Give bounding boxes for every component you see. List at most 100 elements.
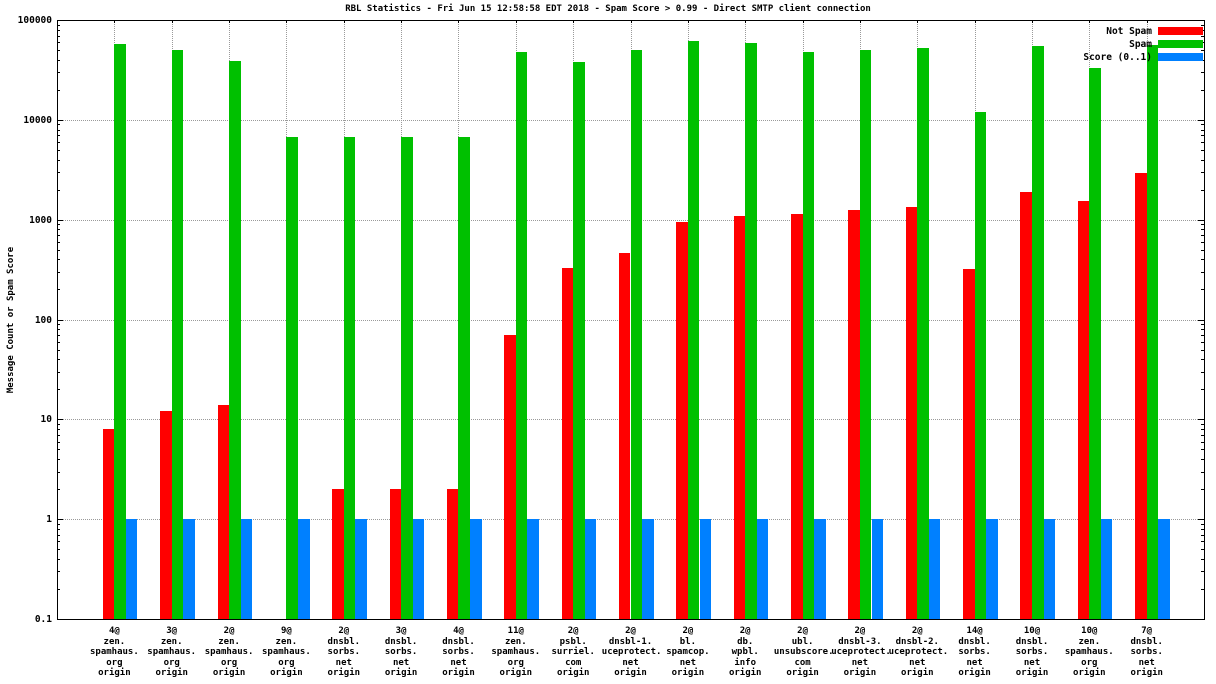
y-major-tick-right [1198, 119, 1204, 121]
bar-spam [401, 137, 413, 619]
x-category-label-line: 2@ [739, 626, 751, 636]
y-major-tick-right [1198, 219, 1204, 221]
x-category-label-line: info [734, 657, 757, 668]
x-category-label-line: dnsbl-1. [608, 636, 653, 647]
y-minor-tick-right [1201, 124, 1204, 126]
x-category-label-line: sorbs. [958, 647, 991, 657]
bar-score [928, 519, 941, 619]
y-minor-tick-right [1201, 289, 1204, 291]
y-minor-tick-right [1201, 588, 1204, 590]
bar-not-spam [1077, 201, 1090, 619]
y-minor-tick-left [57, 229, 60, 231]
x-category-label-line: origin [671, 668, 705, 678]
x-tick-top [171, 20, 173, 23]
x-category-label-line: net [335, 657, 352, 668]
bar-spam [1032, 45, 1044, 619]
x-category-label: 2@ bl. spamcop. net origin [659, 626, 716, 679]
x-tick-top [458, 20, 460, 23]
x-category-label-line: spamhaus. [1064, 647, 1114, 657]
bar-not-spam [1135, 172, 1147, 619]
bar-score [584, 519, 597, 619]
x-category-label-line: origin [843, 668, 877, 678]
y-minor-tick-left [57, 371, 60, 373]
bar-not-spam [963, 269, 975, 619]
y-minor-tick-left [57, 335, 60, 336]
y-minor-tick-right [1201, 528, 1204, 530]
x-category-label-line: uceprotect. [601, 647, 662, 657]
x-category-label-line: org [106, 657, 123, 668]
x-category-label-line: db. [737, 636, 754, 647]
y-minor-tick-left [57, 441, 60, 443]
x-category-label-line: unsubscore. [773, 647, 834, 657]
y-minor-tick-left [57, 50, 60, 52]
bar-score [699, 519, 712, 619]
x-category-label-line: net [622, 657, 639, 668]
y-minor-tick-left [57, 271, 60, 273]
x-category-label-line: sorbs. [384, 647, 418, 657]
x-category-label-line: com [794, 657, 811, 668]
y-minor-tick-right [1201, 249, 1204, 251]
y-minor-tick-right [1201, 149, 1204, 151]
x-tick-top [229, 20, 231, 23]
y-minor-tick-right [1201, 389, 1204, 391]
x-category-label-line: 2@ [223, 626, 235, 636]
x-category-label-line: bl. [679, 636, 697, 647]
y-minor-tick-left [57, 42, 60, 44]
y-minor-tick-right [1201, 72, 1204, 74]
x-tick-top [1032, 20, 1033, 23]
x-category-label-line: surriel. [551, 647, 595, 657]
x-category-label-line: spamcop. [666, 647, 710, 657]
y-major-tick-left [57, 419, 63, 421]
y-minor-tick-left [57, 189, 60, 191]
x-category-label-line: origin [1130, 668, 1163, 678]
y-minor-tick-right [1201, 449, 1204, 451]
y-minor-tick-left [57, 423, 60, 425]
x-category-label-line: origin [786, 668, 819, 678]
y-minor-tick-right [1201, 459, 1204, 461]
bar-not-spam [676, 221, 688, 619]
x-tick-top [974, 20, 976, 23]
bar-score [125, 519, 138, 619]
x-category-label-line: 2@ [625, 626, 636, 636]
x-category-label-line: sorbs. [442, 647, 475, 657]
x-category-label-line: psbl. [559, 636, 587, 647]
y-minor-tick-left [57, 224, 60, 226]
x-category-label-line: 2@ [854, 626, 866, 636]
y-minor-tick-left [57, 349, 60, 351]
y-major-tick-right [1198, 319, 1204, 321]
y-minor-tick-left [57, 235, 60, 237]
bar-not-spam [332, 489, 344, 619]
x-category-label-line: net [679, 657, 697, 668]
chart-title: RBL Statistics - Fri Jun 15 12:58:58 EDT… [345, 4, 871, 14]
x-category-label-line: ubl. [791, 636, 814, 647]
y-minor-tick-right [1201, 35, 1204, 37]
legend-swatch [1158, 53, 1203, 61]
y-minor-tick-left [57, 558, 60, 560]
bar-spam [859, 50, 872, 619]
x-category-label-line: 10@ [1081, 626, 1098, 636]
bar-spam [1146, 45, 1159, 619]
bar-spam [286, 137, 298, 619]
y-minor-tick-left [57, 429, 60, 430]
y-minor-tick-right [1201, 224, 1204, 226]
x-tick-top [802, 20, 804, 23]
y-minor-tick-left [57, 449, 60, 451]
x-category-label: 3@ dnsbl. sorbs. net origin [372, 626, 429, 679]
bar-spam [630, 50, 643, 619]
x-tick-top [114, 20, 116, 23]
y-minor-tick-left [57, 324, 60, 326]
y-minor-tick-right [1201, 541, 1204, 543]
x-category-label-line: 2@ [911, 626, 923, 636]
y-minor-tick-right [1201, 441, 1204, 443]
y-tick-label: 0.1 [34, 614, 52, 625]
x-tick-top [859, 20, 861, 23]
y-major-tick-left [57, 20, 63, 21]
y-minor-tick-left [57, 359, 60, 361]
bar-not-spam [733, 215, 746, 619]
y-minor-tick-left [57, 571, 60, 573]
bar-spam [802, 51, 815, 619]
x-category-label: 2@ dnsbl-2. uceprotect. net origin [889, 626, 949, 679]
bar-spam [515, 51, 528, 619]
x-category-label-line: net [1023, 657, 1041, 668]
